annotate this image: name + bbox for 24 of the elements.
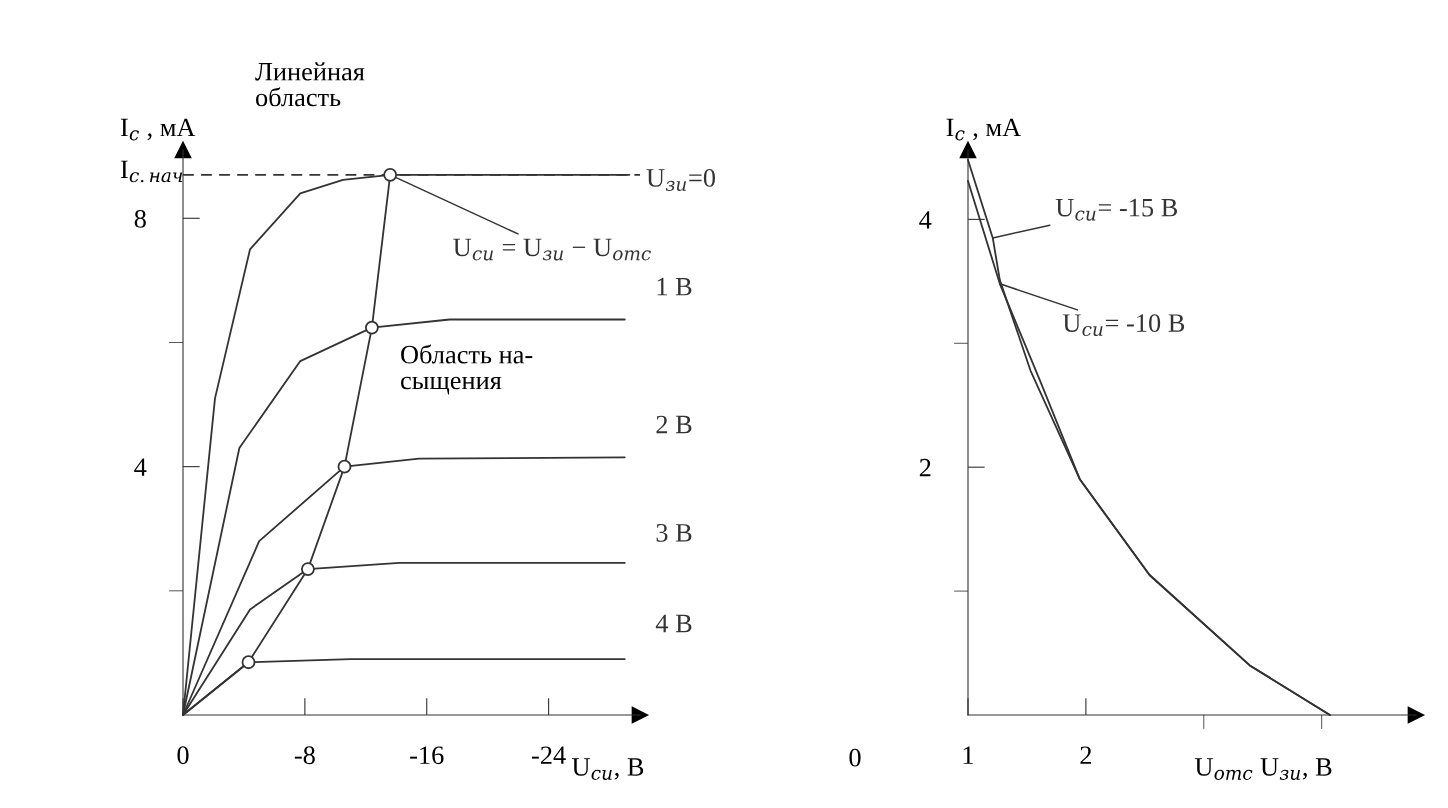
x-tick-label: -24 xyxy=(531,746,566,764)
series-label: 4 В xyxy=(655,614,692,633)
series-label: 1 В xyxy=(657,277,692,296)
ref-line-label: I$_{с.нач}$ xyxy=(120,160,183,183)
x-tick-label: 2 xyxy=(1080,746,1092,764)
legend-label: U$_{си}$ = U$_{зи}$ − U$_{отс}$ xyxy=(453,238,651,261)
y-tick-label: 8 xyxy=(134,209,146,228)
y-axis-title: I$_{с}$ , мА xyxy=(946,118,1022,141)
text: Линейная область xyxy=(255,62,365,107)
y-tick-label: 4 xyxy=(134,458,147,476)
text: U$_{си}$= -15 В xyxy=(1055,198,1178,221)
x-axis-title: U$_{си}$, В xyxy=(572,758,644,780)
series-label: 3 В xyxy=(656,523,692,542)
series-label: U$_{зи}$=0 xyxy=(646,169,716,191)
series-label: 2 В xyxy=(656,415,692,434)
annotation: Область на- сыщения xyxy=(401,344,533,395)
legend-label: U$_{си}$= -10 В xyxy=(1062,314,1185,337)
x-axis-title: U$_{отс}$ U$_{зи}$, В xyxy=(1194,758,1332,780)
y-tick-label: 4 xyxy=(919,211,932,229)
x-tick-label: -8 xyxy=(294,746,315,765)
x-tick-label: 0 xyxy=(177,746,189,765)
x-tick-label: -16 xyxy=(410,746,444,765)
y-axis-title: I$_{с}$ , мА xyxy=(120,118,196,141)
x-tick-label: 1 xyxy=(963,746,974,764)
